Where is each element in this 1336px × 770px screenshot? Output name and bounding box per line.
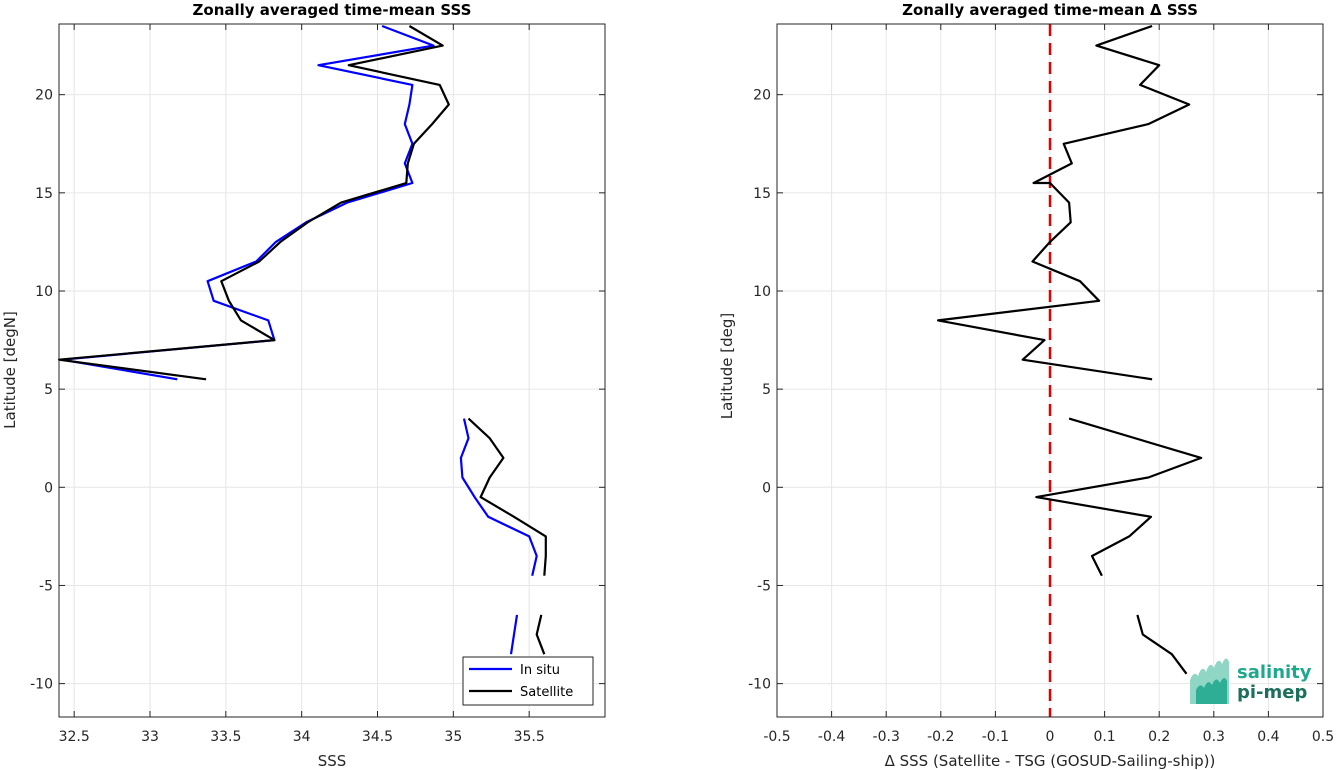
- y-tick-label: -5: [39, 578, 53, 594]
- series-line-in-situ: [509, 614, 519, 655]
- x-tick-label: 0.4: [1257, 729, 1279, 745]
- x-tick-label: 34.5: [362, 729, 393, 745]
- right-tick-labels: -0.5 -0.4 -0.3 -0.2 -0.1 0 0.1 0.2 0.3 0.4 0.5 -10 -…: [748, 24, 1334, 745]
- legend-satellite-label: Satellite: [520, 685, 573, 700]
- x-tick-label: 32.5: [59, 729, 90, 745]
- right-series-lines: [936, 24, 1203, 675]
- series-line-delta: [1136, 614, 1188, 675]
- y-tick-label: 15: [753, 186, 771, 202]
- series-line-delta: [936, 24, 1191, 381]
- x-tick-label: -0.3: [873, 729, 900, 745]
- y-tick-label: 10: [35, 284, 53, 300]
- salinity-pi-mep-logo: salinity pi-mep: [1190, 658, 1312, 704]
- y-tick-label: -5: [757, 578, 771, 594]
- y-tick-label: 5: [762, 382, 771, 398]
- left-plot-frame: [58, 23, 606, 718]
- left-panel: Zonally averaged time-mean SSS 32.5 33 33.…: [1, 1, 606, 770]
- right-x-axis-label: Δ SSS (Satellite - TSG (GOSUD-Sailing-sh…: [885, 752, 1216, 770]
- left-y-axis-label: Latitude [degN]: [1, 311, 19, 429]
- series-line-satellite: [57, 25, 450, 381]
- x-tick-label: -0.2: [927, 729, 954, 745]
- series-line-satellite: [467, 417, 547, 576]
- y-tick-label: 5: [44, 382, 53, 398]
- x-tick-label: 0.3: [1203, 729, 1225, 745]
- legend-box: [462, 656, 594, 706]
- right-plot-frame: [776, 23, 1324, 718]
- x-tick-label: 0: [1046, 729, 1055, 745]
- y-tick-label: 0: [44, 480, 53, 496]
- x-tick-label: 0.1: [1093, 729, 1115, 745]
- logo-wave-mark-front: [1196, 677, 1227, 704]
- left-x-axis-label: SSS: [318, 752, 347, 770]
- y-tick-label: 15: [35, 186, 53, 202]
- x-tick-label: 0.5: [1312, 729, 1334, 745]
- x-tick-label: 33.5: [210, 729, 241, 745]
- right-panel: Zonally averaged time-mean Δ SSS -0.5 -0.…: [718, 1, 1334, 770]
- x-tick-label: 35: [444, 729, 462, 745]
- y-tick-label: 20: [35, 88, 53, 104]
- x-tick-label: -0.4: [818, 729, 845, 745]
- left-chart-title: Zonally averaged time-mean SSS: [193, 1, 472, 19]
- left-grid: [59, 24, 605, 717]
- left-tick-labels: 32.5 33 33.5 34 34.5 35 35.5 -10 -5 0 5 10 15 20: [30, 24, 605, 745]
- x-tick-label: 0.2: [1148, 729, 1170, 745]
- x-tick-label: 35.5: [514, 729, 545, 745]
- legend-in-situ-label: In situ: [520, 663, 560, 678]
- right-chart-title: Zonally averaged time-mean Δ SSS: [902, 1, 1198, 19]
- logo-text-salinity: salinity: [1237, 662, 1312, 683]
- y-tick-label: 0: [762, 480, 771, 496]
- right-y-axis-label: Latitude [deg]: [718, 313, 736, 419]
- x-tick-label: 33: [141, 729, 159, 745]
- logo-text-pi-mep: pi-mep: [1237, 682, 1307, 703]
- y-tick-label: -10: [748, 677, 771, 693]
- x-tick-label: 34: [293, 729, 311, 745]
- x-tick-label: -0.1: [982, 729, 1009, 745]
- series-line-delta: [1035, 417, 1203, 577]
- y-tick-label: 20: [753, 88, 771, 104]
- left-series-lines: [57, 24, 547, 655]
- legend: In situ Satellite: [462, 656, 594, 706]
- series-line-in-situ: [459, 418, 538, 576]
- y-tick-label: -10: [30, 677, 53, 693]
- series-line-satellite: [535, 614, 546, 655]
- x-tick-label: -0.5: [763, 729, 790, 745]
- series-line-in-situ: [60, 24, 435, 381]
- y-tick-label: 10: [753, 284, 771, 300]
